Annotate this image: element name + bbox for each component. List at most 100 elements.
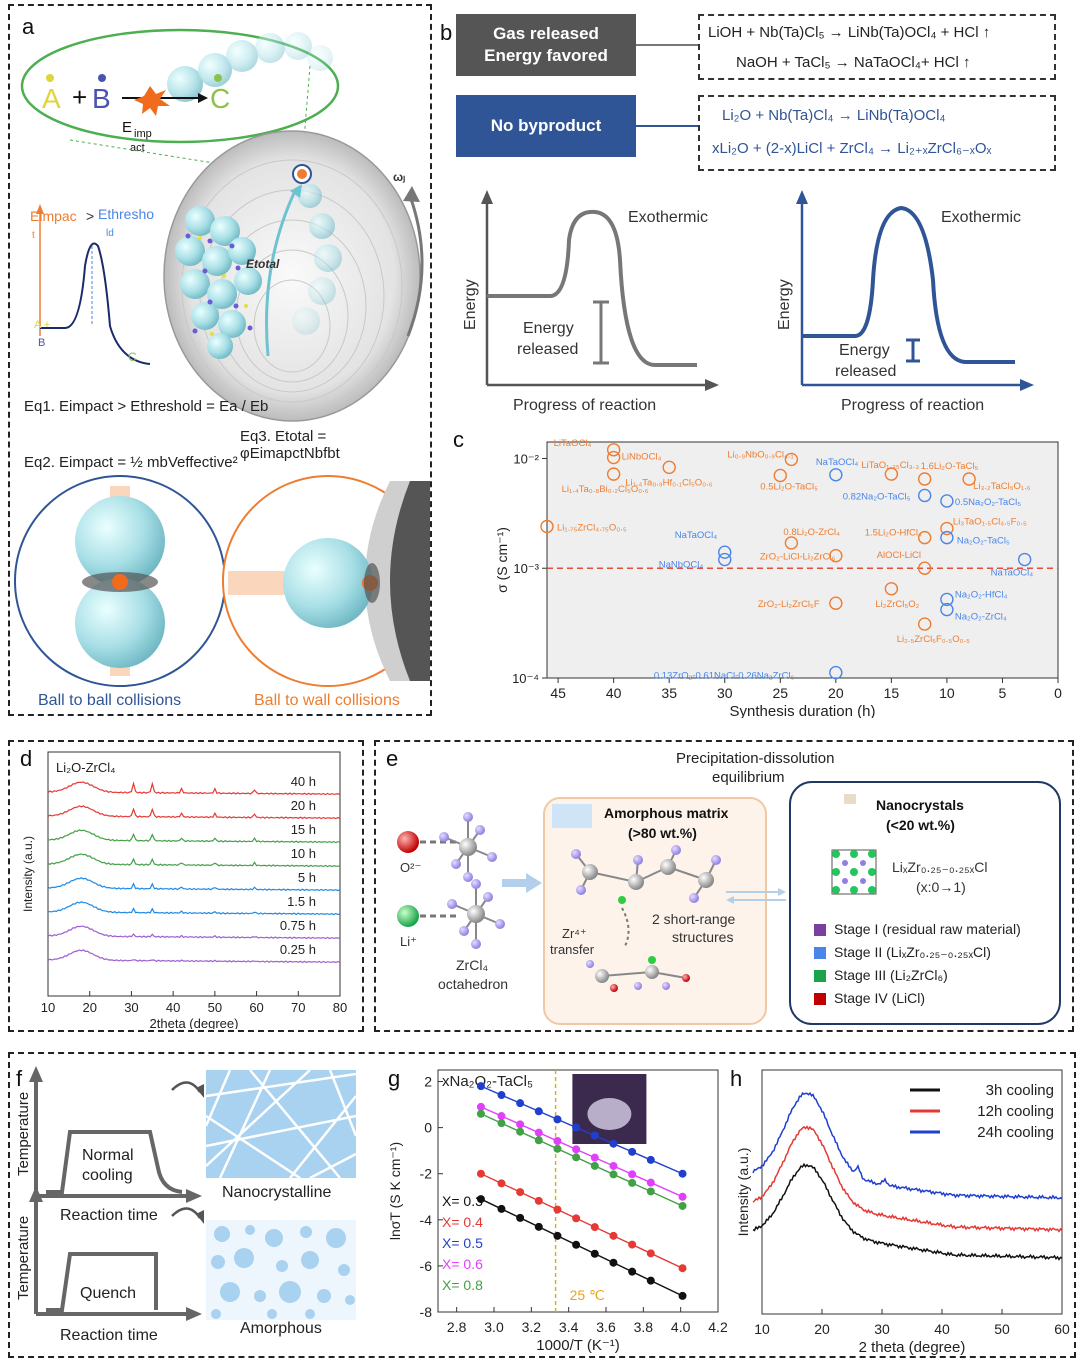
x-tick-label: 3.6 — [596, 1319, 616, 1335]
svg-text:>: > — [86, 208, 94, 224]
panel-e: e Precipitation-dissolution equilibrium — [374, 740, 1074, 1032]
x-tick-label: 3.2 — [522, 1319, 542, 1335]
x-tick-label: 10 — [754, 1321, 770, 1337]
eq-nb-1: Li₂O + Nb(Ta)Cl₄ → LiNb(Ta)OCl₄ — [722, 107, 946, 124]
point-label: Li₂.₅ZrCl₅F₀.₅O₀.₅ — [897, 634, 970, 645]
left-released-1: Energy — [523, 320, 574, 337]
data-point — [884, 582, 899, 596]
x-tick-label: 25 — [772, 685, 788, 701]
panel-g-label: g — [388, 1066, 401, 1091]
ball-to-ball-illustration — [14, 475, 226, 687]
data-point — [516, 1213, 525, 1222]
data-point — [534, 1107, 543, 1116]
data-point — [917, 488, 932, 503]
point-label: NaTaOCl₄ — [991, 568, 1034, 579]
x-tick-label: 80 — [333, 1000, 347, 1015]
svg-text:Nanocrystalline: Nanocrystalline — [222, 1184, 331, 1201]
svg-text:Exothermic: Exothermic — [628, 209, 708, 226]
data-point — [784, 536, 799, 550]
data-point — [553, 1144, 562, 1153]
data-point — [678, 1201, 687, 1210]
data-point — [540, 519, 554, 534]
x-tick-label: 2.8 — [447, 1319, 467, 1335]
label-B: B — [92, 83, 111, 114]
data-point — [940, 602, 954, 617]
point-label: 0.5Na₂O₂-TaCl₅ — [955, 497, 1021, 508]
svg-text:A +: A + — [34, 319, 50, 331]
panel-f-graphic: Temperature Reaction time Normal cooling… — [15, 1066, 358, 1344]
stage-label: Stage I (residual raw material) — [834, 921, 1021, 937]
panel-f-g-h — [8, 1052, 1076, 1358]
svg-text:ωⱼ: ωⱼ — [393, 170, 405, 184]
chart-h: 10 20 30 40 50 60 3h cooling 12h cooling 24h coo… — [736, 1069, 1070, 1356]
x-tick-label: 4.0 — [671, 1319, 691, 1335]
svg-text:act: act — [130, 142, 145, 154]
data-point — [646, 1178, 655, 1187]
data-point — [516, 1120, 525, 1129]
series-label: 10 h — [291, 846, 316, 861]
data-point — [534, 1128, 543, 1137]
stage-swatch — [814, 924, 826, 937]
data-point — [646, 1249, 655, 1258]
series-label: 0.75 h — [280, 918, 316, 933]
svg-text:Reaction time: Reaction time — [60, 1207, 158, 1224]
panel-b-label: b — [440, 20, 453, 45]
data-point — [572, 1123, 581, 1132]
normal-cooling-diagram: Temperature Reaction time Normal cooling — [15, 1066, 202, 1224]
x-tick-label: 0 — [1054, 685, 1062, 701]
y-tick-label: 0 — [424, 1120, 432, 1136]
equilibrium-title-1: Precipitation-dissolution — [676, 750, 835, 767]
data-point — [884, 467, 899, 481]
connector-gas — [636, 44, 698, 46]
data-point — [829, 549, 843, 563]
data-point — [497, 1204, 506, 1213]
data-point — [572, 1240, 581, 1249]
svg-text:structures: structures — [672, 929, 733, 945]
x-tick-label: 40 — [166, 1000, 180, 1015]
point-label: Li₁.₇₅ZrCl₄.₇₅O₀.₅ — [557, 522, 627, 533]
series-line — [47, 829, 341, 844]
data-point — [572, 1214, 581, 1223]
ball-to-wall-illustration — [222, 475, 430, 687]
series-line — [47, 853, 341, 868]
data-point — [590, 1249, 599, 1258]
data-point — [476, 1102, 485, 1111]
octahedron-1 — [439, 812, 497, 882]
series-label: 0.25 h — [280, 942, 316, 957]
x-tick-label: 30 — [124, 1000, 138, 1015]
data-point — [497, 1112, 506, 1121]
data-point — [606, 450, 621, 465]
svg-text:Amorphous: Amorphous — [240, 1320, 322, 1337]
gas-released-box: Gas released Energy favored — [456, 14, 636, 76]
x-tick-label: 3.0 — [484, 1319, 504, 1335]
stage-label: Stage IV (LiCl) — [834, 990, 926, 1006]
data-point — [940, 494, 954, 508]
data-point — [534, 1136, 543, 1145]
data-point — [940, 521, 954, 536]
x-tick-label: 15 — [884, 685, 900, 701]
label-C: C — [210, 83, 230, 114]
impact-star — [134, 86, 170, 116]
svg-text:(<20 wt.%): (<20 wt.%) — [886, 817, 955, 833]
legend-entry: 12h cooling — [977, 1103, 1054, 1120]
x-axis-label: 2 theta (degree) — [859, 1339, 966, 1356]
x-tick-label: 4.2 — [708, 1319, 728, 1335]
no-byproduct-box: No byproduct — [456, 95, 636, 157]
data-point — [476, 1109, 485, 1118]
data-point — [572, 1153, 581, 1162]
panel-d: d — [8, 740, 364, 1032]
eq3: Eq3. Etotal = φEimapctNbfbt — [240, 428, 340, 462]
series-line — [752, 1125, 1063, 1233]
point-label: LiTaO₁.₃₅Cl₃.₃ — [861, 460, 919, 471]
data-point — [940, 592, 954, 607]
eq-gas-1: LiOH + Nb(Ta)Cl₅ → LiNb(Ta)OCl₄ + HCl ↑ — [708, 24, 991, 41]
amorphous-fragment — [586, 956, 690, 992]
panel-d-label: d — [20, 746, 33, 771]
data-point — [962, 472, 976, 486]
normal-cooling-2: cooling — [82, 1167, 133, 1184]
point-label: Na₂O₂-ZrCl₄ — [955, 612, 1007, 623]
svg-text:Energy: Energy — [776, 279, 793, 330]
data-point — [628, 1267, 637, 1276]
x-tick-label: 50 — [994, 1321, 1010, 1337]
y-tick-label: 10⁻² — [513, 451, 539, 466]
